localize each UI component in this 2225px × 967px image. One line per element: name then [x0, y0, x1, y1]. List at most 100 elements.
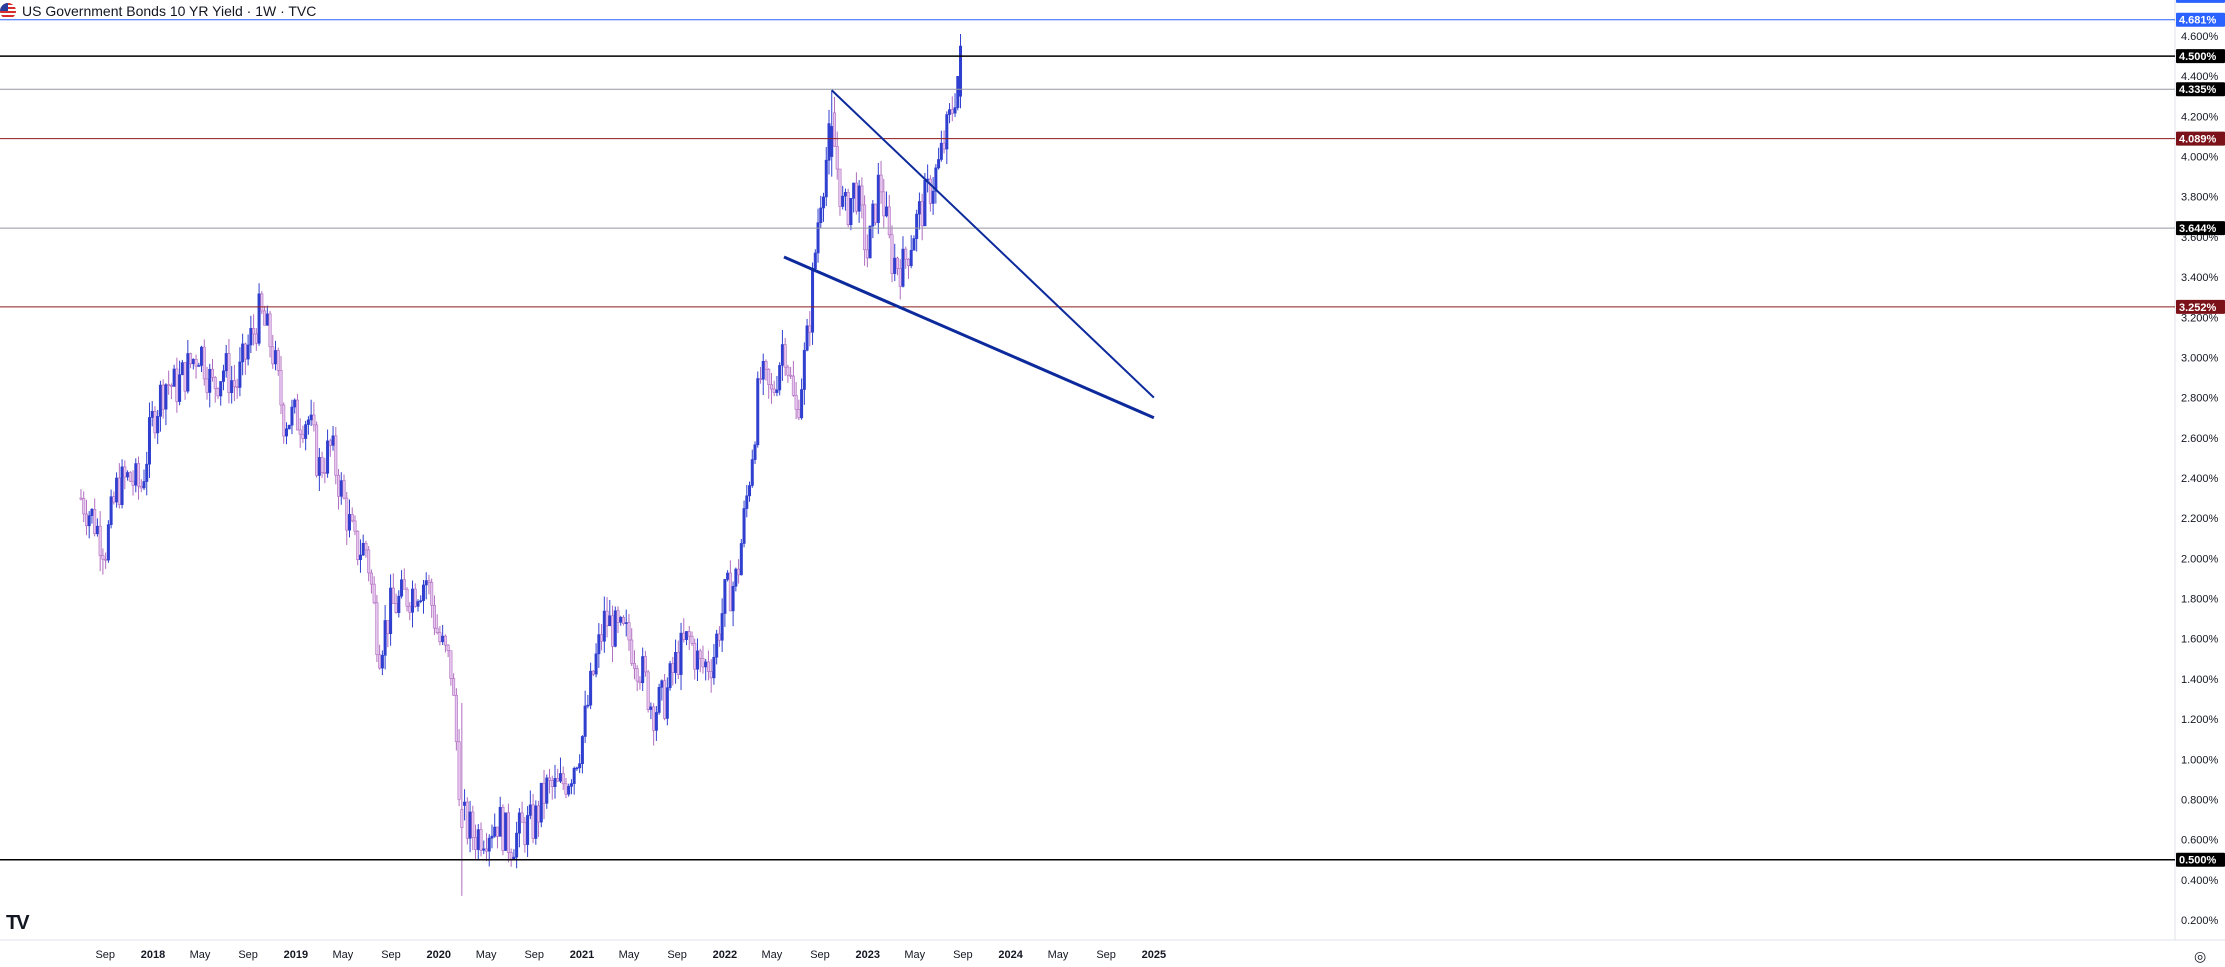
candle-body — [635, 668, 639, 682]
candle-body — [375, 602, 379, 655]
candle-body — [353, 520, 357, 532]
candle-body — [564, 783, 568, 795]
candle-body — [249, 328, 253, 346]
candle-body — [580, 736, 584, 765]
candle-body — [484, 848, 488, 852]
candle-body — [578, 763, 582, 769]
price-level-badge-text: 4.500% — [2179, 51, 2217, 63]
us-flag-icon — [0, 3, 16, 19]
candle-body — [641, 656, 645, 684]
candle-body — [358, 554, 362, 560]
candle-body — [791, 375, 795, 396]
candle-body — [323, 472, 327, 474]
candle-body — [397, 595, 401, 613]
candle-body — [432, 604, 436, 629]
candle-body — [369, 572, 373, 585]
candle-body — [175, 368, 179, 402]
candle-body — [183, 362, 187, 392]
settings-gear-icon[interactable]: ◎ — [2194, 948, 2207, 964]
candle-body — [221, 370, 225, 382]
time-tick-label: 2023 — [856, 949, 880, 961]
price-tick-label: 0.400% — [2181, 875, 2219, 887]
candle-body — [498, 806, 502, 837]
candle-body — [715, 633, 719, 658]
candle-body — [104, 558, 108, 561]
price-level-badge — [2176, 299, 2225, 314]
candle-body — [901, 248, 905, 287]
candle-body — [611, 615, 615, 647]
candle-body — [452, 678, 456, 696]
candle-body — [504, 812, 508, 851]
candle-body — [463, 801, 467, 806]
candle-body — [802, 349, 806, 390]
candle-body — [613, 610, 617, 647]
time-tick-label: 2018 — [141, 949, 165, 961]
candle-body — [279, 370, 283, 406]
candle-body — [542, 782, 546, 804]
candle-body — [142, 481, 146, 489]
candle-body — [594, 653, 598, 675]
candle-body — [605, 610, 609, 627]
candle-body — [767, 368, 771, 385]
candle-body — [591, 670, 595, 675]
price-tick-label: 2.400% — [2181, 473, 2219, 485]
time-tick-label: 2025 — [1142, 949, 1166, 961]
candle-body — [931, 190, 935, 204]
price-tick-label: 4.000% — [2181, 152, 2219, 164]
candle-body — [476, 829, 480, 850]
candle-body — [712, 656, 716, 679]
candle-body — [468, 811, 472, 839]
candle-body — [139, 485, 143, 489]
trendline[interactable] — [831, 89, 1155, 399]
candle-body — [646, 671, 650, 710]
candle-body — [959, 45, 963, 97]
candle-body — [835, 146, 839, 170]
candle-body — [654, 712, 658, 731]
candle-body — [361, 542, 365, 556]
candle-body — [830, 126, 834, 157]
candle-body — [372, 583, 376, 604]
candle-body — [753, 444, 757, 460]
candle-body — [430, 582, 434, 606]
candle-body — [937, 159, 941, 169]
price-level-badge-text: 4.089% — [2179, 134, 2217, 146]
price-tick-label: 4.600% — [2181, 31, 2219, 43]
price-level-badge-text: 4.335% — [2179, 84, 2217, 96]
candle-body — [548, 777, 552, 781]
candle-body — [863, 204, 867, 251]
candle-body — [528, 804, 532, 816]
candle-body — [405, 588, 409, 607]
candle-body — [145, 463, 149, 482]
candle-body — [443, 635, 447, 646]
candle-body — [775, 389, 779, 393]
candle-body — [254, 333, 258, 344]
candle-body — [290, 406, 294, 426]
time-tick-label: 2024 — [998, 949, 1023, 961]
candle-body — [786, 366, 790, 376]
candle-body — [186, 353, 190, 392]
time-tick-label: 2021 — [570, 949, 594, 961]
trendline[interactable] — [783, 255, 1155, 420]
candle-body — [517, 812, 521, 834]
candle-body — [539, 782, 543, 823]
candle-body — [411, 588, 415, 613]
candle-body — [849, 197, 853, 226]
candle-body — [79, 497, 83, 500]
tradingview-logo-icon[interactable]: TV — [6, 912, 30, 934]
candle-body — [887, 206, 891, 236]
price-level-badge — [2176, 221, 2225, 236]
candle-body — [706, 661, 710, 672]
candle-body — [210, 368, 214, 378]
candle-body — [391, 587, 395, 604]
price-tick-label: 1.400% — [2181, 674, 2219, 686]
candle-body — [945, 114, 949, 150]
candle-body — [213, 377, 217, 389]
candle-body — [191, 359, 195, 365]
price-level-badge-text: 4.681% — [2179, 15, 2217, 27]
price-tick-label: 2.000% — [2181, 553, 2219, 565]
price-level-badge — [2176, 852, 2225, 867]
candle-body — [939, 142, 943, 160]
candle-body — [153, 411, 157, 434]
candle-body — [282, 404, 286, 437]
